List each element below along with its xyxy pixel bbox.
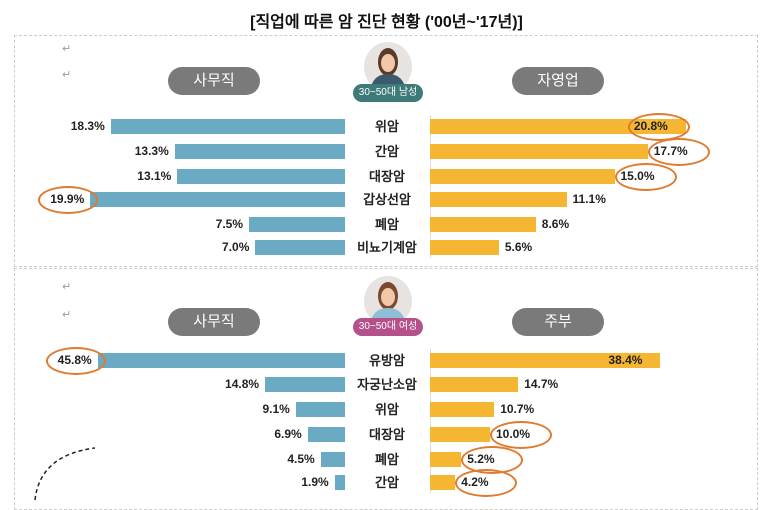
right-bar [430,402,495,417]
left-value-label: 6.9% [274,427,302,441]
right-bar [430,377,519,392]
category-label: 대장암 [369,427,405,442]
left-bar [110,119,345,134]
left-bar [174,144,345,159]
category-label: 갑상선암 [363,192,411,207]
category-label: 간암 [375,475,399,490]
category-label: 비뇨기계암 [357,240,417,255]
left-bar [307,427,345,442]
left-bar [265,377,345,392]
left-bar [90,192,345,207]
right-bar [430,240,499,255]
left-value-label: 13.3% [134,144,169,158]
dashed-arc [34,447,96,501]
category-label: 위암 [375,402,399,417]
right-bar [430,427,490,442]
category-label: 자궁난소암 [357,377,417,392]
page-title: [직업에 따른 암 진단 현황 ('00년~'17년)] [250,14,523,31]
category-label: 간암 [375,144,399,159]
highlight-circle [38,186,99,214]
right-value-label: 5.6% [504,240,533,254]
center-axis [430,115,431,258]
category-label: 폐암 [375,217,399,232]
right-value-label: 38.4% [608,353,643,367]
left-group-pill: 사무직 [168,67,260,95]
highlight-circle [614,163,677,191]
right-value-label: 11.1% [572,192,606,206]
left-group-pill: 사무직 [168,308,260,336]
demographic-tag: 30~50대 여성 [353,318,423,336]
center-axis [430,349,431,493]
right-value-label: 10.7% [500,402,535,416]
left-value-label: 7.0% [222,240,250,254]
highlight-circle [627,113,690,141]
left-value-label: 13.1% [137,169,172,183]
highlight-circle [490,421,552,449]
left-value-label: 7.5% [215,217,243,231]
return-mark: ↵ [62,281,72,293]
category-label: 대장암 [369,169,405,184]
right-bar [430,169,615,184]
right-value-label: 14.7% [524,377,559,391]
right-bar [430,217,536,232]
left-bar [97,353,345,368]
right-value-label: 8.6% [541,217,570,231]
left-value-label: 4.5% [287,452,315,466]
right-group-pill: 자영업 [512,67,604,95]
left-value-label: 14.8% [225,377,260,391]
male-panel [14,35,758,267]
right-bar [430,144,648,159]
left-value-label: 1.9% [301,475,329,489]
highlight-circle [45,347,106,375]
highlight-circle [455,469,518,497]
left-value-label: 9.1% [262,402,290,416]
return-mark: ↵ [62,309,72,321]
right-bar [430,119,686,134]
left-bar [177,169,345,184]
left-bar [249,217,345,232]
category-label: 위암 [375,119,399,134]
left-bar [334,475,345,490]
category-label: 유방암 [369,353,405,368]
highlight-circle [647,138,710,166]
category-label: 폐암 [375,452,399,467]
return-mark: ↵ [62,69,72,81]
return-mark: ↵ [62,43,72,55]
left-bar [295,402,345,417]
right-bar [430,452,462,467]
right-bar [430,353,661,368]
right-group-pill: 주부 [512,308,604,336]
left-bar [255,240,345,255]
left-value-label: 18.3% [70,119,105,133]
right-bar [430,192,567,207]
right-bar [430,475,456,490]
left-bar [320,452,345,467]
demographic-tag: 30~50대 남성 [353,84,423,102]
